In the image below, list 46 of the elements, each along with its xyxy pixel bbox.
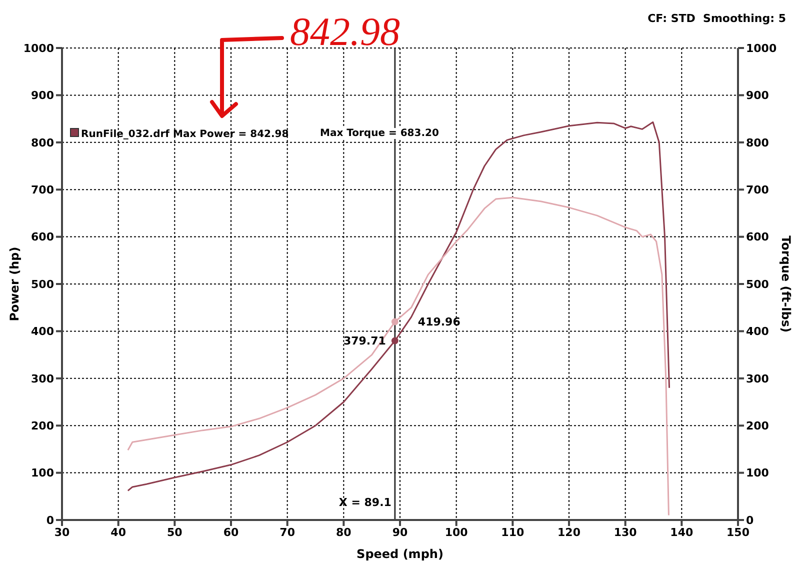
- x-tick-label: 90: [392, 526, 408, 539]
- annotation: 842.98: [290, 8, 400, 55]
- y-tick-label: 200: [31, 420, 54, 433]
- y-tick-label: 1000: [23, 42, 54, 55]
- x-tick-label: 70: [280, 526, 296, 539]
- x-tick-label: 150: [726, 526, 750, 539]
- x-tick-label: 120: [558, 526, 581, 539]
- x-tick-label: 30: [54, 526, 70, 539]
- y2-tick-label: 100: [746, 466, 770, 480]
- y-tick-label: 500: [31, 278, 54, 291]
- x-axis-title: Speed (mph): [356, 547, 444, 561]
- x-tick-label: 80: [336, 526, 352, 539]
- y2-tick-label: 1000: [746, 42, 777, 55]
- y2-tick-label: 800: [746, 136, 770, 150]
- y2-tick-label: 500: [746, 278, 770, 291]
- x-tick-label: 100: [444, 526, 468, 539]
- x-tick-label: 50: [167, 526, 183, 539]
- annotation: 379.71: [343, 334, 386, 348]
- y-tick-label: 600: [31, 230, 54, 244]
- x-tick-label: 130: [614, 526, 638, 539]
- y2-tick-label: 300: [746, 372, 770, 386]
- ref-line-label: X = 89.1: [338, 496, 392, 509]
- y-tick-label: 900: [31, 89, 54, 102]
- annotation: RunFile_032.drf Max Power = 842.98: [80, 128, 289, 140]
- annotation: Max Torque = 683.20: [320, 128, 439, 139]
- text: CF: STD Smoothing: 5: [648, 12, 786, 25]
- y2-tick-label: 700: [746, 184, 770, 197]
- y-tick-label: 800: [31, 136, 54, 150]
- y2-tick-label: 400: [746, 325, 770, 338]
- y-tick-label: 700: [31, 184, 54, 197]
- y-tick-label: 300: [31, 372, 54, 386]
- y-tick-label: 100: [31, 466, 54, 480]
- line-series: [127, 196, 670, 516]
- y2-axis-title: Torque (ft-lbs): [778, 236, 793, 332]
- y-axis-title: Power (hp): [7, 246, 22, 322]
- annotation: 419.96: [418, 316, 461, 329]
- x-tick-label: 60: [223, 526, 239, 539]
- y2-tick-label: 200: [746, 420, 770, 433]
- x-tick-label: 110: [501, 526, 524, 539]
- y2-tick-label: 600: [746, 230, 770, 244]
- y-tick-label: 0: [46, 514, 54, 527]
- y2-tick-label: 900: [746, 89, 770, 102]
- y-tick-label: 400: [31, 325, 54, 338]
- y2-tick-label: 0: [746, 514, 754, 527]
- x-tick-label: 140: [670, 526, 694, 539]
- x-tick-label: 40: [110, 526, 126, 539]
